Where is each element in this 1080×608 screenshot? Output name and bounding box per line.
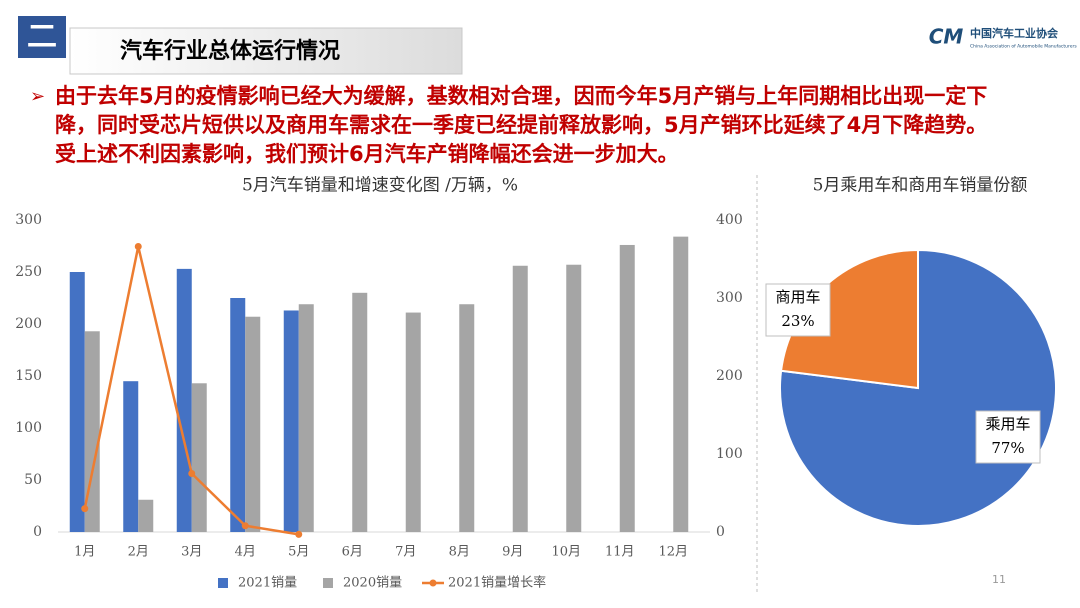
y-tick-label: 100 xyxy=(15,420,42,436)
x-tick-label: 4月 xyxy=(235,545,256,560)
y2-tick-label: 100 xyxy=(716,446,743,462)
section-number: 二 xyxy=(27,20,57,55)
legend-swatch xyxy=(218,578,228,588)
y2-tick-label: 300 xyxy=(716,290,743,306)
legend-label: 2021销量 xyxy=(238,576,297,591)
bar xyxy=(566,264,582,532)
line-point xyxy=(134,243,142,251)
line-point xyxy=(81,505,89,513)
x-tick-label: 11月 xyxy=(605,545,635,560)
slide-title: 汽车行业总体运行情况 xyxy=(120,38,340,64)
x-tick-label: 6月 xyxy=(342,545,363,560)
bar xyxy=(245,316,261,532)
bar xyxy=(176,268,192,532)
number-box xyxy=(18,16,66,58)
legend-label: 2020销量 xyxy=(343,576,402,591)
logo-sub: China Association of Automobile Manufact… xyxy=(970,44,1077,50)
bar xyxy=(352,292,368,532)
legend-dot xyxy=(429,579,437,587)
title-bar xyxy=(69,27,463,75)
y2-tick-label: 400 xyxy=(716,212,743,228)
y-tick-label: 0 xyxy=(33,524,42,540)
bar xyxy=(123,381,139,532)
y-tick-label: 50 xyxy=(24,472,42,488)
x-tick-label: 2月 xyxy=(128,545,149,560)
label-box xyxy=(765,283,831,337)
x-tick-label: 3月 xyxy=(181,545,202,560)
label-box xyxy=(975,410,1041,464)
bar xyxy=(298,304,314,532)
logo-name: 中国汽车工业协会 xyxy=(970,26,1059,40)
bullet-text: 由于去年5月的疫情影响已经大为缓解，基数相对合理，因而今年5月产销与上年同期相比… xyxy=(55,84,987,108)
logo-mark: CM xyxy=(929,25,964,49)
bar xyxy=(459,304,475,532)
bar xyxy=(405,312,421,532)
bar xyxy=(673,236,689,532)
bar xyxy=(512,265,528,532)
bullet-text: 受上述不利因素影响，我们预计6月汽车产销降幅还会进一步加大。 xyxy=(55,142,679,166)
bullet: ➢ xyxy=(30,86,45,107)
line-point xyxy=(241,522,249,530)
y-tick-label: 200 xyxy=(15,316,42,332)
x-tick-label: 7月 xyxy=(395,545,416,560)
legend-swatch xyxy=(323,578,333,588)
slice-name: 商用车 xyxy=(775,288,820,306)
x-tick-label: 9月 xyxy=(502,545,523,560)
x-tick-label: 8月 xyxy=(449,545,470,560)
chart-title: 5月汽车销量和增速变化图 /万辆，% xyxy=(242,176,518,196)
bar xyxy=(283,310,299,532)
slice-name: 乘用车 xyxy=(985,415,1030,433)
y2-tick-label: 0 xyxy=(716,524,725,540)
x-tick-label: 5月 xyxy=(288,545,309,560)
page-number: 11 xyxy=(992,573,1006,586)
x-tick-label: 10月 xyxy=(551,545,581,560)
slice-value: 23% xyxy=(781,312,814,330)
chart-title: 5月乘用车和商用车销量份额 xyxy=(813,176,1028,196)
bar xyxy=(191,383,207,532)
bar xyxy=(619,244,635,532)
line-point xyxy=(188,470,196,477)
x-tick-label: 12月 xyxy=(658,545,688,560)
bar xyxy=(84,331,100,532)
bar xyxy=(138,499,154,532)
line-point xyxy=(295,530,303,538)
y-tick-label: 250 xyxy=(15,264,42,280)
y-tick-label: 150 xyxy=(15,368,42,384)
slice-value: 77% xyxy=(991,439,1024,457)
bullet-text: 降，同时受芯片短供以及商用车需求在一季度已经提前释放影响，5月产销环比延续了4月… xyxy=(55,113,987,137)
x-tick-label: 1月 xyxy=(74,545,95,560)
bar xyxy=(230,298,246,532)
y-tick-label: 300 xyxy=(15,212,42,228)
bar xyxy=(69,272,85,532)
legend-label: 2021销量增长率 xyxy=(448,575,546,591)
y2-tick-label: 200 xyxy=(716,368,743,384)
